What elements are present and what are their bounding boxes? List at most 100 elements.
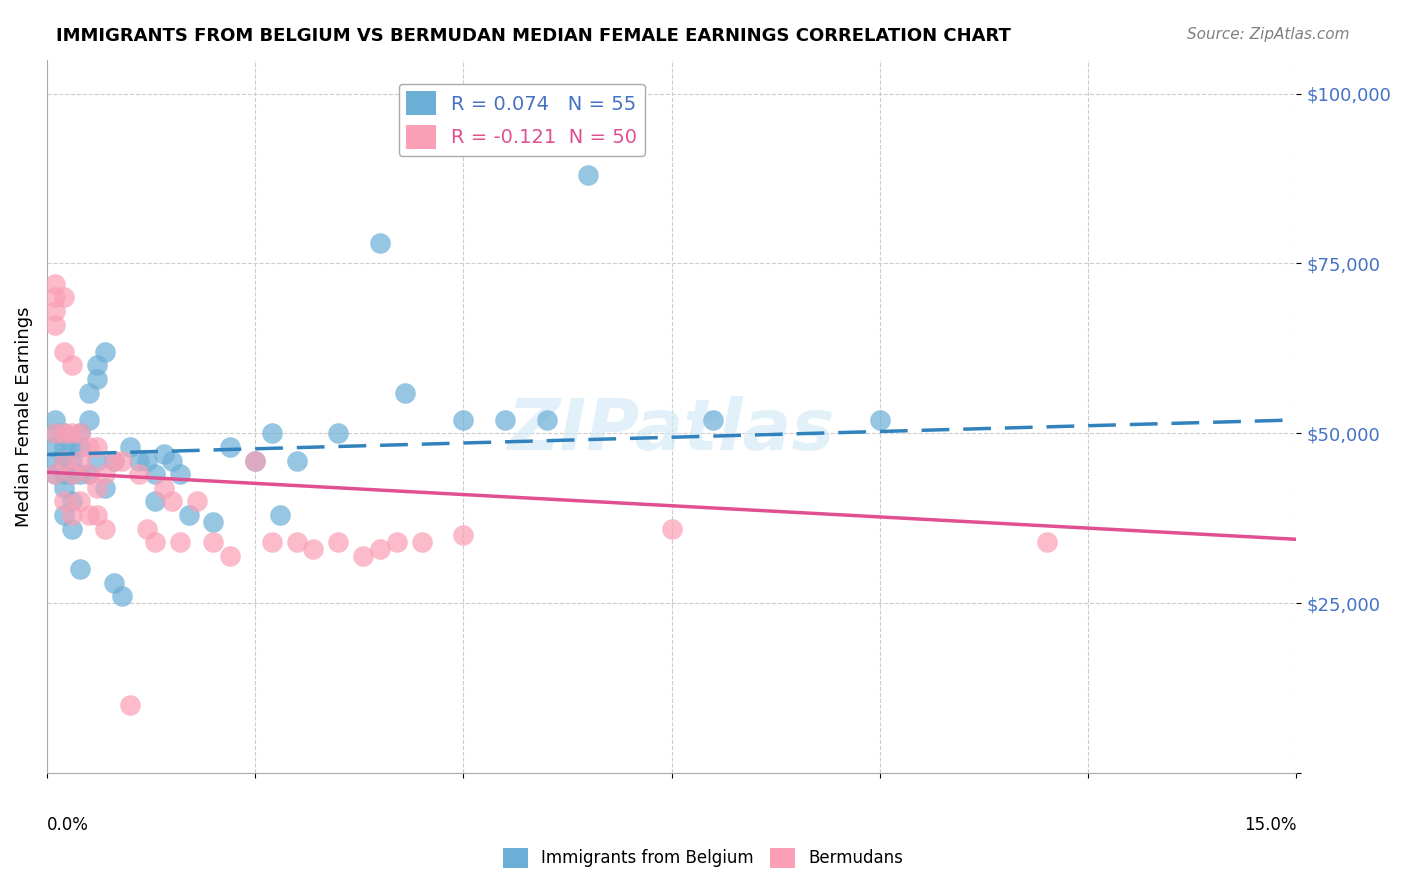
Text: 0.0%: 0.0% — [46, 816, 89, 834]
Point — [69, 562, 91, 576]
Point — [536, 413, 558, 427]
Point — [260, 535, 283, 549]
Point — [44, 277, 66, 291]
Point — [60, 467, 83, 482]
Point — [219, 549, 242, 563]
Point — [152, 481, 174, 495]
Point — [69, 440, 91, 454]
Point — [44, 413, 66, 427]
Point — [52, 453, 75, 467]
Point — [243, 453, 266, 467]
Point — [69, 453, 91, 467]
Point — [86, 372, 108, 386]
Point — [44, 304, 66, 318]
Point — [103, 575, 125, 590]
Point — [869, 413, 891, 427]
Point — [77, 413, 100, 427]
Point — [143, 535, 166, 549]
Point — [52, 508, 75, 522]
Point — [44, 426, 66, 441]
Point — [385, 535, 408, 549]
Point — [77, 467, 100, 482]
Point — [111, 590, 134, 604]
Text: Source: ZipAtlas.com: Source: ZipAtlas.com — [1187, 27, 1350, 42]
Point — [86, 453, 108, 467]
Point — [60, 359, 83, 373]
Point — [52, 426, 75, 441]
Point — [128, 467, 150, 482]
Point — [169, 535, 191, 549]
Point — [186, 494, 208, 508]
Point — [411, 535, 433, 549]
Point — [77, 467, 100, 482]
Point — [160, 453, 183, 467]
Point — [44, 467, 66, 482]
Point — [328, 535, 350, 549]
Point — [60, 494, 83, 508]
Point — [94, 344, 117, 359]
Point — [103, 453, 125, 467]
Point — [52, 344, 75, 359]
Point — [77, 440, 100, 454]
Point — [219, 440, 242, 454]
Point — [702, 413, 724, 427]
Point — [1035, 535, 1057, 549]
Point — [77, 385, 100, 400]
Point — [60, 522, 83, 536]
Point — [269, 508, 291, 522]
Point — [152, 447, 174, 461]
Point — [302, 541, 325, 556]
Point — [169, 467, 191, 482]
Point — [69, 426, 91, 441]
Point — [135, 453, 157, 467]
Point — [60, 426, 83, 441]
Text: IMMIGRANTS FROM BELGIUM VS BERMUDAN MEDIAN FEMALE EARNINGS CORRELATION CHART: IMMIGRANTS FROM BELGIUM VS BERMUDAN MEDI… — [56, 27, 1011, 45]
Point — [60, 508, 83, 522]
Point — [177, 508, 200, 522]
Text: ZIPatlas: ZIPatlas — [508, 396, 835, 465]
Point — [103, 453, 125, 467]
Point — [243, 453, 266, 467]
Point — [111, 453, 134, 467]
Point — [44, 440, 66, 454]
Point — [352, 549, 374, 563]
Point — [44, 453, 66, 467]
Point — [52, 467, 75, 482]
Point — [453, 528, 475, 542]
Point — [143, 494, 166, 508]
Point — [120, 698, 142, 713]
Point — [94, 467, 117, 482]
Point — [60, 467, 83, 482]
Point — [328, 426, 350, 441]
Legend: Immigrants from Belgium, Bermudans: Immigrants from Belgium, Bermudans — [496, 841, 910, 875]
Point — [69, 467, 91, 482]
Point — [52, 440, 75, 454]
Point — [52, 290, 75, 304]
Point — [52, 453, 75, 467]
Point — [69, 494, 91, 508]
Point — [285, 535, 308, 549]
Point — [94, 481, 117, 495]
Point — [128, 453, 150, 467]
Point — [120, 440, 142, 454]
Point — [368, 236, 391, 251]
Point — [86, 508, 108, 522]
Point — [661, 522, 683, 536]
Point — [77, 508, 100, 522]
Point — [52, 494, 75, 508]
Point — [202, 515, 225, 529]
Point — [60, 440, 83, 454]
Point — [394, 385, 416, 400]
Point — [52, 481, 75, 495]
Point — [44, 426, 66, 441]
Point — [44, 467, 66, 482]
Point — [44, 318, 66, 332]
Point — [44, 290, 66, 304]
Point — [86, 481, 108, 495]
Point — [494, 413, 516, 427]
Point — [86, 440, 108, 454]
Point — [143, 467, 166, 482]
Text: 15.0%: 15.0% — [1244, 816, 1296, 834]
Point — [69, 426, 91, 441]
Point — [52, 426, 75, 441]
